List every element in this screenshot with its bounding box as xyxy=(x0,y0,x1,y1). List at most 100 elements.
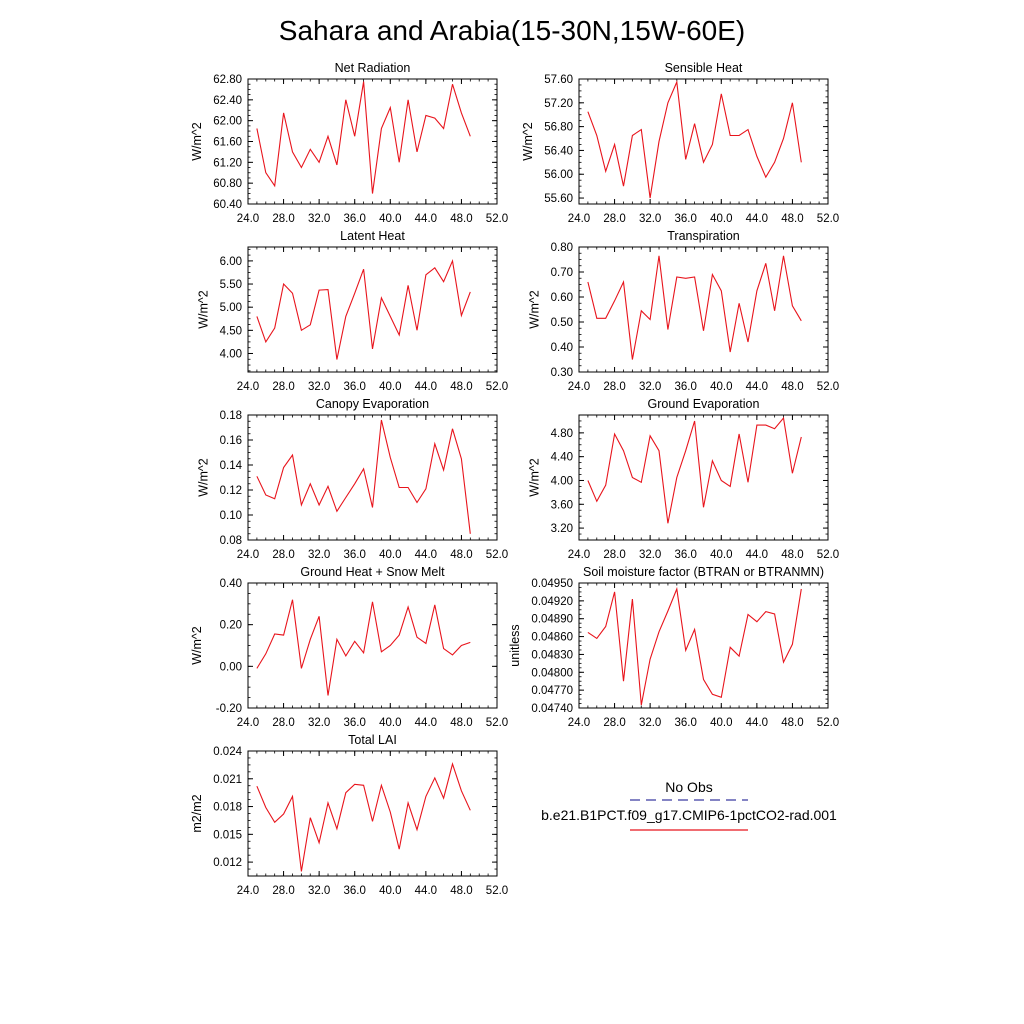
x-tick-label: 44.0 xyxy=(415,885,437,897)
y-tick-label: 0.08 xyxy=(220,535,242,547)
y-tick-label: 0.00 xyxy=(220,661,242,673)
x-tick-label: 24.0 xyxy=(568,213,590,225)
y-tick-label: 6.00 xyxy=(220,256,242,268)
panel-title: Total LAI xyxy=(348,733,397,747)
y-tick-label: 0.20 xyxy=(220,620,242,632)
panel-2: Sensible Heat 24.0 28.0 32.0 36.0 40.0 44.0 48.… xyxy=(521,61,839,225)
y-tick-label: 60.80 xyxy=(213,178,242,190)
x-tick-label: 48.0 xyxy=(450,213,472,225)
y-tick-label: 62.40 xyxy=(213,95,242,107)
y-axis-label: m2/m2 xyxy=(190,794,204,832)
x-tick-label: 52.0 xyxy=(486,717,508,729)
y-tick-label: 57.20 xyxy=(544,98,573,110)
y-tick-label: 0.04920 xyxy=(531,596,573,608)
x-tick-label: 44.0 xyxy=(746,717,768,729)
x-tick-label: 32.0 xyxy=(308,885,330,897)
panel-title: Sensible Heat xyxy=(665,61,743,75)
panel-title: Ground Heat + Snow Melt xyxy=(300,565,445,579)
panel-title: Soil moisture factor (BTRAN or BTRANMN) xyxy=(583,565,824,579)
x-tick-label: 28.0 xyxy=(603,717,625,729)
x-tick-label: 48.0 xyxy=(450,717,472,729)
x-tick-label: 52.0 xyxy=(817,549,839,561)
panel-title: Canopy Evaporation xyxy=(316,397,429,411)
x-tick-label: 36.0 xyxy=(675,381,697,393)
x-tick-label: 52.0 xyxy=(486,213,508,225)
series-line xyxy=(587,255,802,360)
x-tick-label: 28.0 xyxy=(272,717,294,729)
x-tick-label: 32.0 xyxy=(308,717,330,729)
y-tick-label: 0.012 xyxy=(213,857,242,869)
y-tick-label: 0.04800 xyxy=(531,667,573,679)
y-tick-label: 0.021 xyxy=(213,774,242,786)
y-axis-label: W/m^2 xyxy=(197,290,211,329)
x-tick-label: 48.0 xyxy=(781,717,803,729)
x-tick-label: 44.0 xyxy=(746,549,768,561)
y-tick-label: 4.50 xyxy=(220,325,242,337)
x-tick-label: 24.0 xyxy=(568,717,590,729)
y-tick-label: 0.04770 xyxy=(531,685,573,697)
panel-title: Net Radiation xyxy=(335,61,411,75)
x-tick-label: 28.0 xyxy=(272,549,294,561)
plot-frame xyxy=(578,78,829,205)
panels: Net Radiation 24.0 28.0 32.0 36.0 40.0 44.0 48.… xyxy=(190,61,839,897)
x-tick-label: 36.0 xyxy=(344,381,366,393)
legend-obs-label: No Obs xyxy=(665,779,712,795)
x-tick-label: 28.0 xyxy=(272,885,294,897)
y-tick-label: 0.024 xyxy=(213,746,242,758)
panel-title: Transpiration xyxy=(667,229,740,243)
x-tick-label: 44.0 xyxy=(415,717,437,729)
plot-frame xyxy=(578,246,829,373)
panel-6: Ground Evaporation 24.0 28.0 32.0 36.0 40.0 44… xyxy=(528,397,840,561)
x-tick-label: 44.0 xyxy=(415,549,437,561)
x-tick-label: 32.0 xyxy=(308,213,330,225)
plot-frame xyxy=(247,78,498,205)
panel-5: Canopy Evaporation 24.0 28.0 32.0 36.0 40.0 44… xyxy=(197,397,509,561)
y-axis-label: W/m^2 xyxy=(190,122,204,161)
y-tick-label: 0.70 xyxy=(551,267,573,279)
x-tick-label: 36.0 xyxy=(675,717,697,729)
series-line xyxy=(256,762,471,872)
x-tick-label: 28.0 xyxy=(603,213,625,225)
x-tick-label: 28.0 xyxy=(272,381,294,393)
x-tick-label: 24.0 xyxy=(568,381,590,393)
plot-frame xyxy=(247,246,498,373)
x-tick-label: 36.0 xyxy=(344,717,366,729)
x-tick-label: 28.0 xyxy=(603,381,625,393)
y-tick-label: 62.80 xyxy=(213,74,242,86)
y-tick-label: 0.18 xyxy=(220,410,242,422)
panel-8: Soil moisture factor (BTRAN or BTRANMN) 2… xyxy=(508,565,839,729)
x-tick-label: 32.0 xyxy=(639,213,661,225)
x-tick-label: 28.0 xyxy=(603,549,625,561)
plot-frame xyxy=(578,414,829,541)
x-tick-label: 36.0 xyxy=(675,549,697,561)
x-tick-label: 48.0 xyxy=(781,549,803,561)
y-tick-label: 5.50 xyxy=(220,279,242,291)
y-tick-label: 0.04860 xyxy=(531,632,573,644)
x-tick-label: 48.0 xyxy=(450,885,472,897)
x-tick-label: 40.0 xyxy=(379,549,401,561)
x-tick-label: 44.0 xyxy=(415,213,437,225)
x-tick-label: 24.0 xyxy=(237,549,259,561)
y-tick-label: 3.20 xyxy=(551,523,573,535)
x-tick-label: 48.0 xyxy=(450,549,472,561)
x-tick-label: 36.0 xyxy=(344,213,366,225)
series-line xyxy=(256,258,471,360)
x-tick-label: 24.0 xyxy=(237,885,259,897)
series-line xyxy=(587,586,802,706)
y-tick-label: 4.00 xyxy=(551,475,573,487)
x-tick-label: 36.0 xyxy=(344,549,366,561)
y-tick-label: 0.04890 xyxy=(531,614,573,626)
panel-3: Latent Heat 24.0 28.0 32.0 36.0 40.0 44.0 48.0 5… xyxy=(197,229,509,393)
y-tick-label: 0.018 xyxy=(213,802,242,814)
y-tick-label: 5.00 xyxy=(220,302,242,314)
y-tick-label: 4.00 xyxy=(220,348,242,360)
y-tick-label: 57.60 xyxy=(544,74,573,86)
y-axis-label: unitless xyxy=(508,624,522,666)
y-tick-label: 4.40 xyxy=(551,452,573,464)
x-tick-label: 44.0 xyxy=(746,381,768,393)
y-tick-label: 0.50 xyxy=(551,317,573,329)
plot-frame xyxy=(578,582,829,709)
x-tick-label: 24.0 xyxy=(237,381,259,393)
x-tick-label: 24.0 xyxy=(237,717,259,729)
